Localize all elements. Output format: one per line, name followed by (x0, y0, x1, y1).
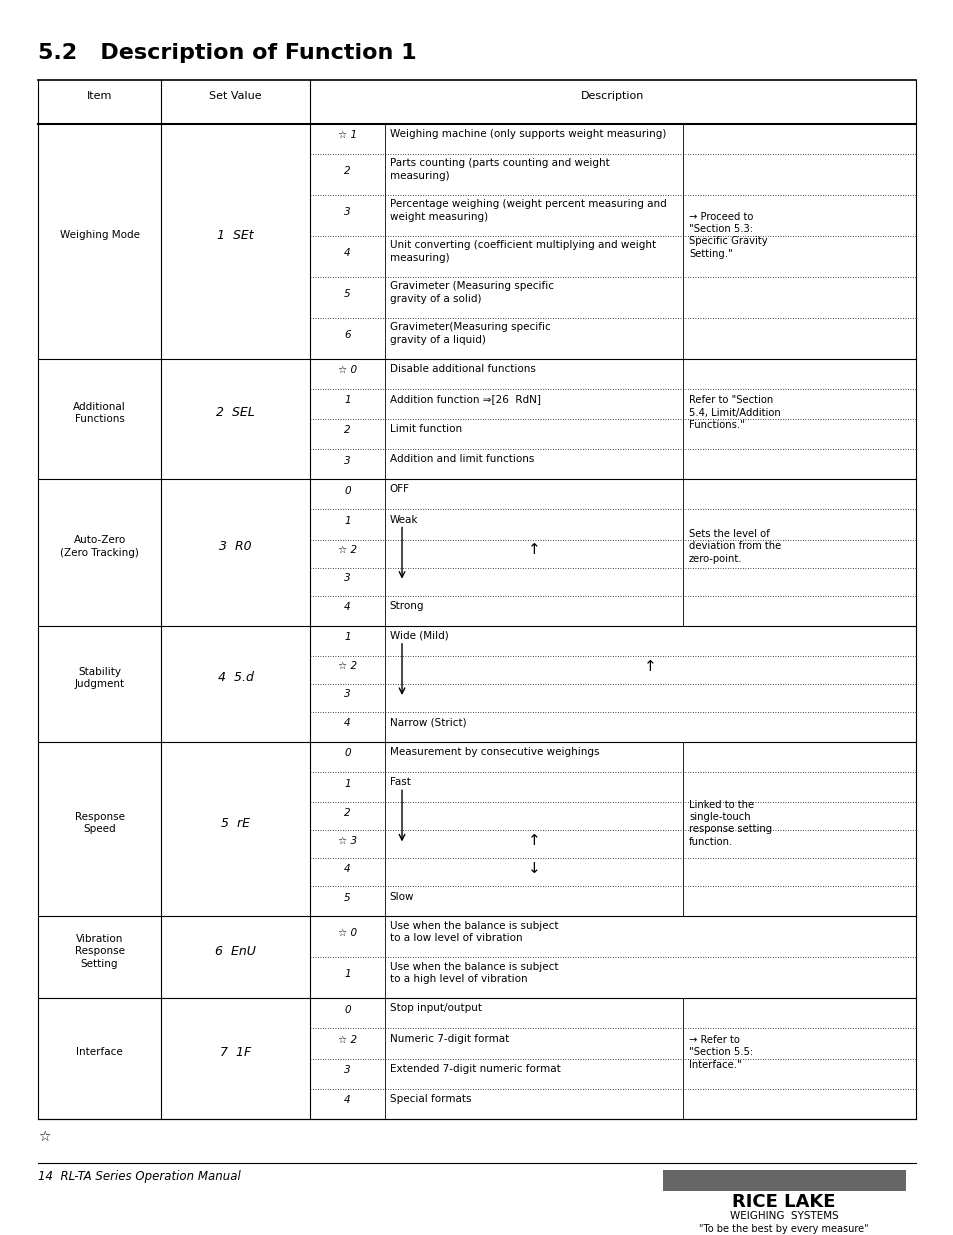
Text: Percentage weighing (weight percent measuring and
weight measuring): Percentage weighing (weight percent meas… (389, 199, 665, 222)
Text: Limit function: Limit function (389, 424, 461, 435)
Text: ☆ 2: ☆ 2 (337, 545, 356, 555)
Text: OFF: OFF (389, 484, 409, 494)
Text: WEIGHING  SYSTEMS: WEIGHING SYSTEMS (729, 1212, 838, 1221)
Text: Slow: Slow (389, 892, 414, 902)
Text: Sets the level of
deviation from the
zero-point.: Sets the level of deviation from the zer… (688, 529, 781, 563)
Text: Special formats: Special formats (389, 1094, 471, 1104)
Text: Use when the balance is subject
to a high level of vibration: Use when the balance is subject to a hig… (389, 962, 558, 984)
Text: 1: 1 (344, 969, 351, 979)
Text: 6  EnU: 6 EnU (215, 945, 255, 958)
FancyBboxPatch shape (662, 1171, 905, 1192)
Text: 3: 3 (344, 1065, 351, 1074)
Text: 5: 5 (344, 289, 351, 299)
Text: ↑: ↑ (643, 658, 656, 674)
Text: 3  R0: 3 R0 (219, 540, 252, 553)
Text: 4: 4 (344, 601, 351, 613)
Text: 5: 5 (344, 893, 351, 903)
Text: Interface: Interface (76, 1047, 123, 1057)
Text: ☆ 2: ☆ 2 (337, 1035, 356, 1045)
Text: 1: 1 (344, 632, 351, 642)
Text: Vibration
Response
Setting: Vibration Response Setting (74, 934, 125, 968)
Text: → Refer to
"Section 5.5:
Interface.": → Refer to "Section 5.5: Interface." (688, 1035, 752, 1070)
Text: ↑: ↑ (527, 542, 539, 557)
Text: Set Value: Set Value (209, 90, 262, 101)
Text: 1: 1 (344, 778, 351, 789)
Text: Strong: Strong (389, 600, 424, 611)
Text: 0: 0 (344, 748, 351, 758)
Text: 4: 4 (344, 719, 351, 729)
Text: Stability
Judgment: Stability Judgment (74, 667, 125, 689)
Text: Disable additional functions: Disable additional functions (389, 364, 535, 374)
Text: Gravimeter(Measuring specific
gravity of a liquid): Gravimeter(Measuring specific gravity of… (389, 322, 550, 345)
Text: Wide (Mild): Wide (Mild) (389, 631, 448, 641)
Text: 4: 4 (344, 248, 351, 258)
Text: Item: Item (87, 90, 112, 101)
Text: 1: 1 (344, 395, 351, 405)
Text: Refer to "Section
5.4, Limit/Addition
Functions.": Refer to "Section 5.4, Limit/Addition Fu… (688, 395, 780, 430)
Text: 0: 0 (344, 1005, 351, 1015)
Text: Auto-Zero
(Zero Tracking): Auto-Zero (Zero Tracking) (60, 535, 139, 557)
Text: Measurement by consecutive weighings: Measurement by consecutive weighings (389, 747, 598, 757)
Text: 2: 2 (344, 165, 351, 175)
Text: Linked to the
single-touch
response setting
function.: Linked to the single-touch response sett… (688, 799, 771, 847)
Text: ↑: ↑ (527, 834, 539, 848)
Text: 3: 3 (344, 456, 351, 466)
Text: ☆ 3: ☆ 3 (337, 836, 356, 846)
Text: 6: 6 (344, 330, 351, 340)
Text: → Proceed to
"Section 5.3:
Specific Gravity
Setting.": → Proceed to "Section 5.3: Specific Grav… (688, 211, 767, 259)
Text: 4: 4 (344, 1095, 351, 1105)
Text: 1: 1 (344, 516, 351, 526)
Text: Gravimeter (Measuring specific
gravity of a solid): Gravimeter (Measuring specific gravity o… (389, 282, 553, 304)
Text: 0: 0 (344, 485, 351, 495)
Text: Fast: Fast (389, 777, 410, 788)
Text: 2: 2 (344, 808, 351, 818)
Text: Addition and limit functions: Addition and limit functions (389, 454, 534, 464)
Text: Weighing machine (only supports weight measuring): Weighing machine (only supports weight m… (389, 130, 665, 140)
Text: ☆: ☆ (38, 1130, 51, 1144)
Text: Weighing Mode: Weighing Mode (59, 230, 139, 240)
Text: 3: 3 (344, 206, 351, 217)
Text: Additional
Functions: Additional Functions (73, 401, 126, 424)
Text: Numeric 7-digit format: Numeric 7-digit format (389, 1034, 508, 1044)
Text: Narrow (Strict): Narrow (Strict) (389, 718, 466, 727)
Text: 5  rE: 5 rE (221, 816, 250, 830)
Text: ☆ 0: ☆ 0 (337, 366, 356, 375)
Text: RICE LAKE: RICE LAKE (732, 1193, 835, 1210)
Text: Response
Speed: Response Speed (74, 811, 125, 835)
Text: Parts counting (parts counting and weight
measuring): Parts counting (parts counting and weigh… (389, 158, 609, 180)
Text: 4  5.d: 4 5.d (217, 672, 253, 684)
Text: Weak: Weak (389, 515, 417, 525)
Text: Stop input/output: Stop input/output (389, 1004, 481, 1014)
Text: Use when the balance is subject
to a low level of vibration: Use when the balance is subject to a low… (389, 921, 558, 944)
Text: 5.2   Description of Function 1: 5.2 Description of Function 1 (38, 43, 416, 63)
Text: Unit converting (coefficient multiplying and weight
measuring): Unit converting (coefficient multiplying… (389, 241, 655, 263)
Text: 3: 3 (344, 573, 351, 583)
Text: Extended 7-digit numeric format: Extended 7-digit numeric format (389, 1063, 559, 1073)
Text: 14  RL-TA Series Operation Manual: 14 RL-TA Series Operation Manual (38, 1171, 241, 1183)
Text: Addition function ⇒[26  RdN]: Addition function ⇒[26 RdN] (389, 394, 540, 404)
Text: 3: 3 (344, 689, 351, 699)
Text: ☆ 2: ☆ 2 (337, 661, 356, 671)
Text: ↓: ↓ (527, 861, 539, 876)
Text: ☆ 1: ☆ 1 (337, 131, 356, 141)
Text: 7  1F: 7 1F (220, 1046, 251, 1058)
Text: 1  SEt: 1 SEt (217, 228, 253, 242)
Text: Description: Description (580, 90, 644, 101)
Text: "To be the best by every measure": "To be the best by every measure" (699, 1224, 868, 1235)
Text: ☆ 0: ☆ 0 (337, 929, 356, 939)
Text: 4: 4 (344, 863, 351, 873)
Text: 2  SEL: 2 SEL (216, 406, 254, 420)
Text: 2: 2 (344, 425, 351, 436)
